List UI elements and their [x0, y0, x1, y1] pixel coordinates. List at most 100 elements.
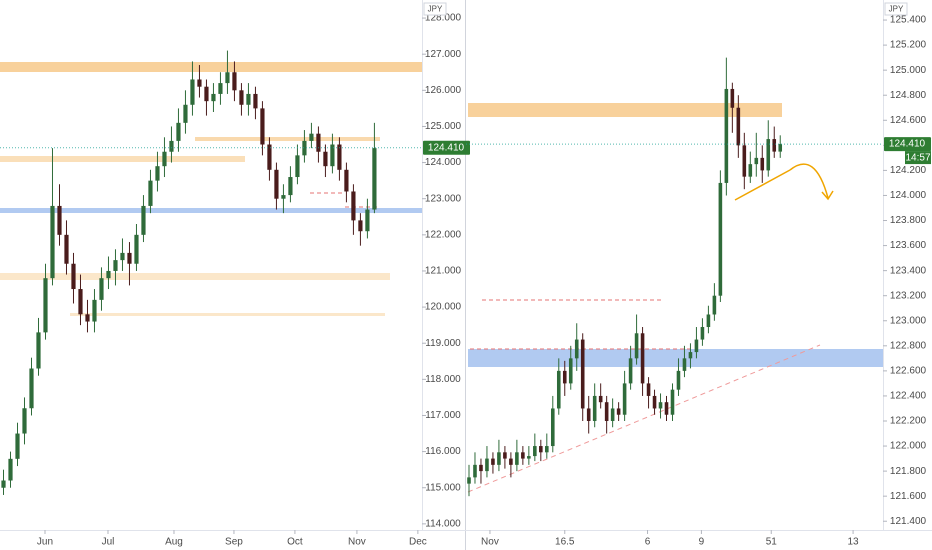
y-tick-label: 121.000 [425, 266, 462, 277]
candle-body [295, 155, 300, 178]
candle-body [106, 270, 111, 279]
candle-body [562, 370, 567, 384]
candle-body [43, 278, 48, 333]
candle-body [351, 191, 356, 221]
candle-body [225, 72, 230, 84]
y-tick-label: 125.000 [425, 121, 462, 132]
candle-body [197, 79, 202, 87]
candle-body [281, 195, 286, 199]
y-tick-label: 124.200 [890, 165, 927, 176]
candle-body [162, 151, 167, 167]
candle-body [574, 339, 579, 359]
candle-body [736, 107, 741, 146]
y-tick-label: 125.200 [890, 40, 927, 51]
currency-label: JPY [889, 5, 904, 14]
candle-body [169, 140, 174, 152]
countdown-label: 14:57 [905, 153, 930, 164]
candle-body [580, 339, 585, 409]
candle-body [64, 234, 69, 264]
y-tick-label: 122.000 [890, 441, 927, 452]
x-tick-label: 16.5 [555, 537, 575, 548]
y-tick-label: 124.000 [890, 190, 927, 201]
y-tick-label: 122.800 [890, 340, 927, 351]
candle-body [700, 327, 705, 340]
candle-body [634, 333, 639, 359]
candle-body [1, 480, 6, 488]
candle-body [8, 458, 13, 481]
candle-body [772, 139, 777, 152]
candle-body [288, 177, 293, 196]
candle-body [337, 144, 342, 170]
candle-body [586, 408, 591, 421]
x-tick-label: Aug [165, 537, 183, 548]
zone [0, 273, 390, 280]
x-tick-label: Dec [409, 537, 427, 548]
candle-body [253, 93, 258, 109]
candle-body [778, 144, 783, 152]
candle-body [515, 452, 519, 465]
candle-body [309, 133, 314, 141]
candle-body [604, 402, 609, 421]
trend-line [467, 344, 821, 493]
candle-body [676, 370, 681, 390]
x-tick-label: 6 [645, 537, 651, 548]
candle-body [176, 122, 181, 141]
y-tick-label: 117.000 [425, 410, 461, 421]
currency-label: JPY [428, 5, 443, 14]
candle-body [29, 368, 34, 409]
candle-body [628, 358, 633, 384]
candle-body [473, 464, 477, 478]
candle-body [718, 182, 723, 296]
candle-body [323, 151, 328, 167]
candle-body [155, 166, 160, 181]
candle-body [274, 169, 279, 199]
y-tick-label: 123.800 [890, 215, 927, 226]
candle-body [183, 104, 188, 123]
candle-body [467, 477, 471, 484]
candle-body [22, 408, 27, 434]
x-tick-label: Jul [102, 537, 115, 548]
y-tick-label: 121.800 [890, 466, 927, 477]
y-tick-label: 123.200 [890, 290, 927, 301]
last-price-box [884, 137, 931, 152]
candle-body [742, 145, 747, 177]
candle-body [344, 169, 349, 192]
candle-body [550, 408, 555, 447]
currency-box [423, 2, 447, 16]
y-tick-label: 121.400 [890, 516, 927, 527]
candle-body [682, 358, 687, 371]
y-tick-label: 120.000 [425, 302, 462, 313]
candle-body [688, 352, 693, 359]
zone [0, 156, 245, 162]
y-tick-label: 126.000 [425, 85, 462, 96]
candle-body [503, 452, 507, 459]
x-tick-label: Jun [37, 537, 53, 548]
last-price-label: 124.410 [889, 139, 926, 150]
y-tick-label: 124.000 [425, 157, 462, 168]
candle-body [239, 90, 244, 105]
y-tick-label: 122.000 [425, 229, 462, 240]
candle-body [113, 260, 118, 271]
candle-body [267, 144, 272, 170]
candle-body [246, 93, 251, 105]
y-tick-label: 125.400 [890, 15, 927, 26]
candle-body [302, 140, 307, 156]
last-price-box [423, 140, 470, 155]
candle-body [497, 452, 501, 465]
trend-line [734, 169, 791, 201]
candle-body [616, 408, 621, 415]
candle-body [509, 458, 513, 465]
candle-body [232, 72, 237, 91]
zone [0, 62, 422, 72]
candle-body [730, 88, 735, 108]
y-tick-label: 122.200 [890, 416, 927, 427]
candle-body [148, 180, 153, 206]
y-tick-label: 114.000 [425, 518, 461, 529]
y-tick-label: 123.400 [890, 265, 927, 276]
candle-body [545, 446, 549, 453]
y-tick-label: 123.000 [890, 315, 927, 326]
candle-body [556, 370, 561, 409]
zone [468, 103, 782, 117]
